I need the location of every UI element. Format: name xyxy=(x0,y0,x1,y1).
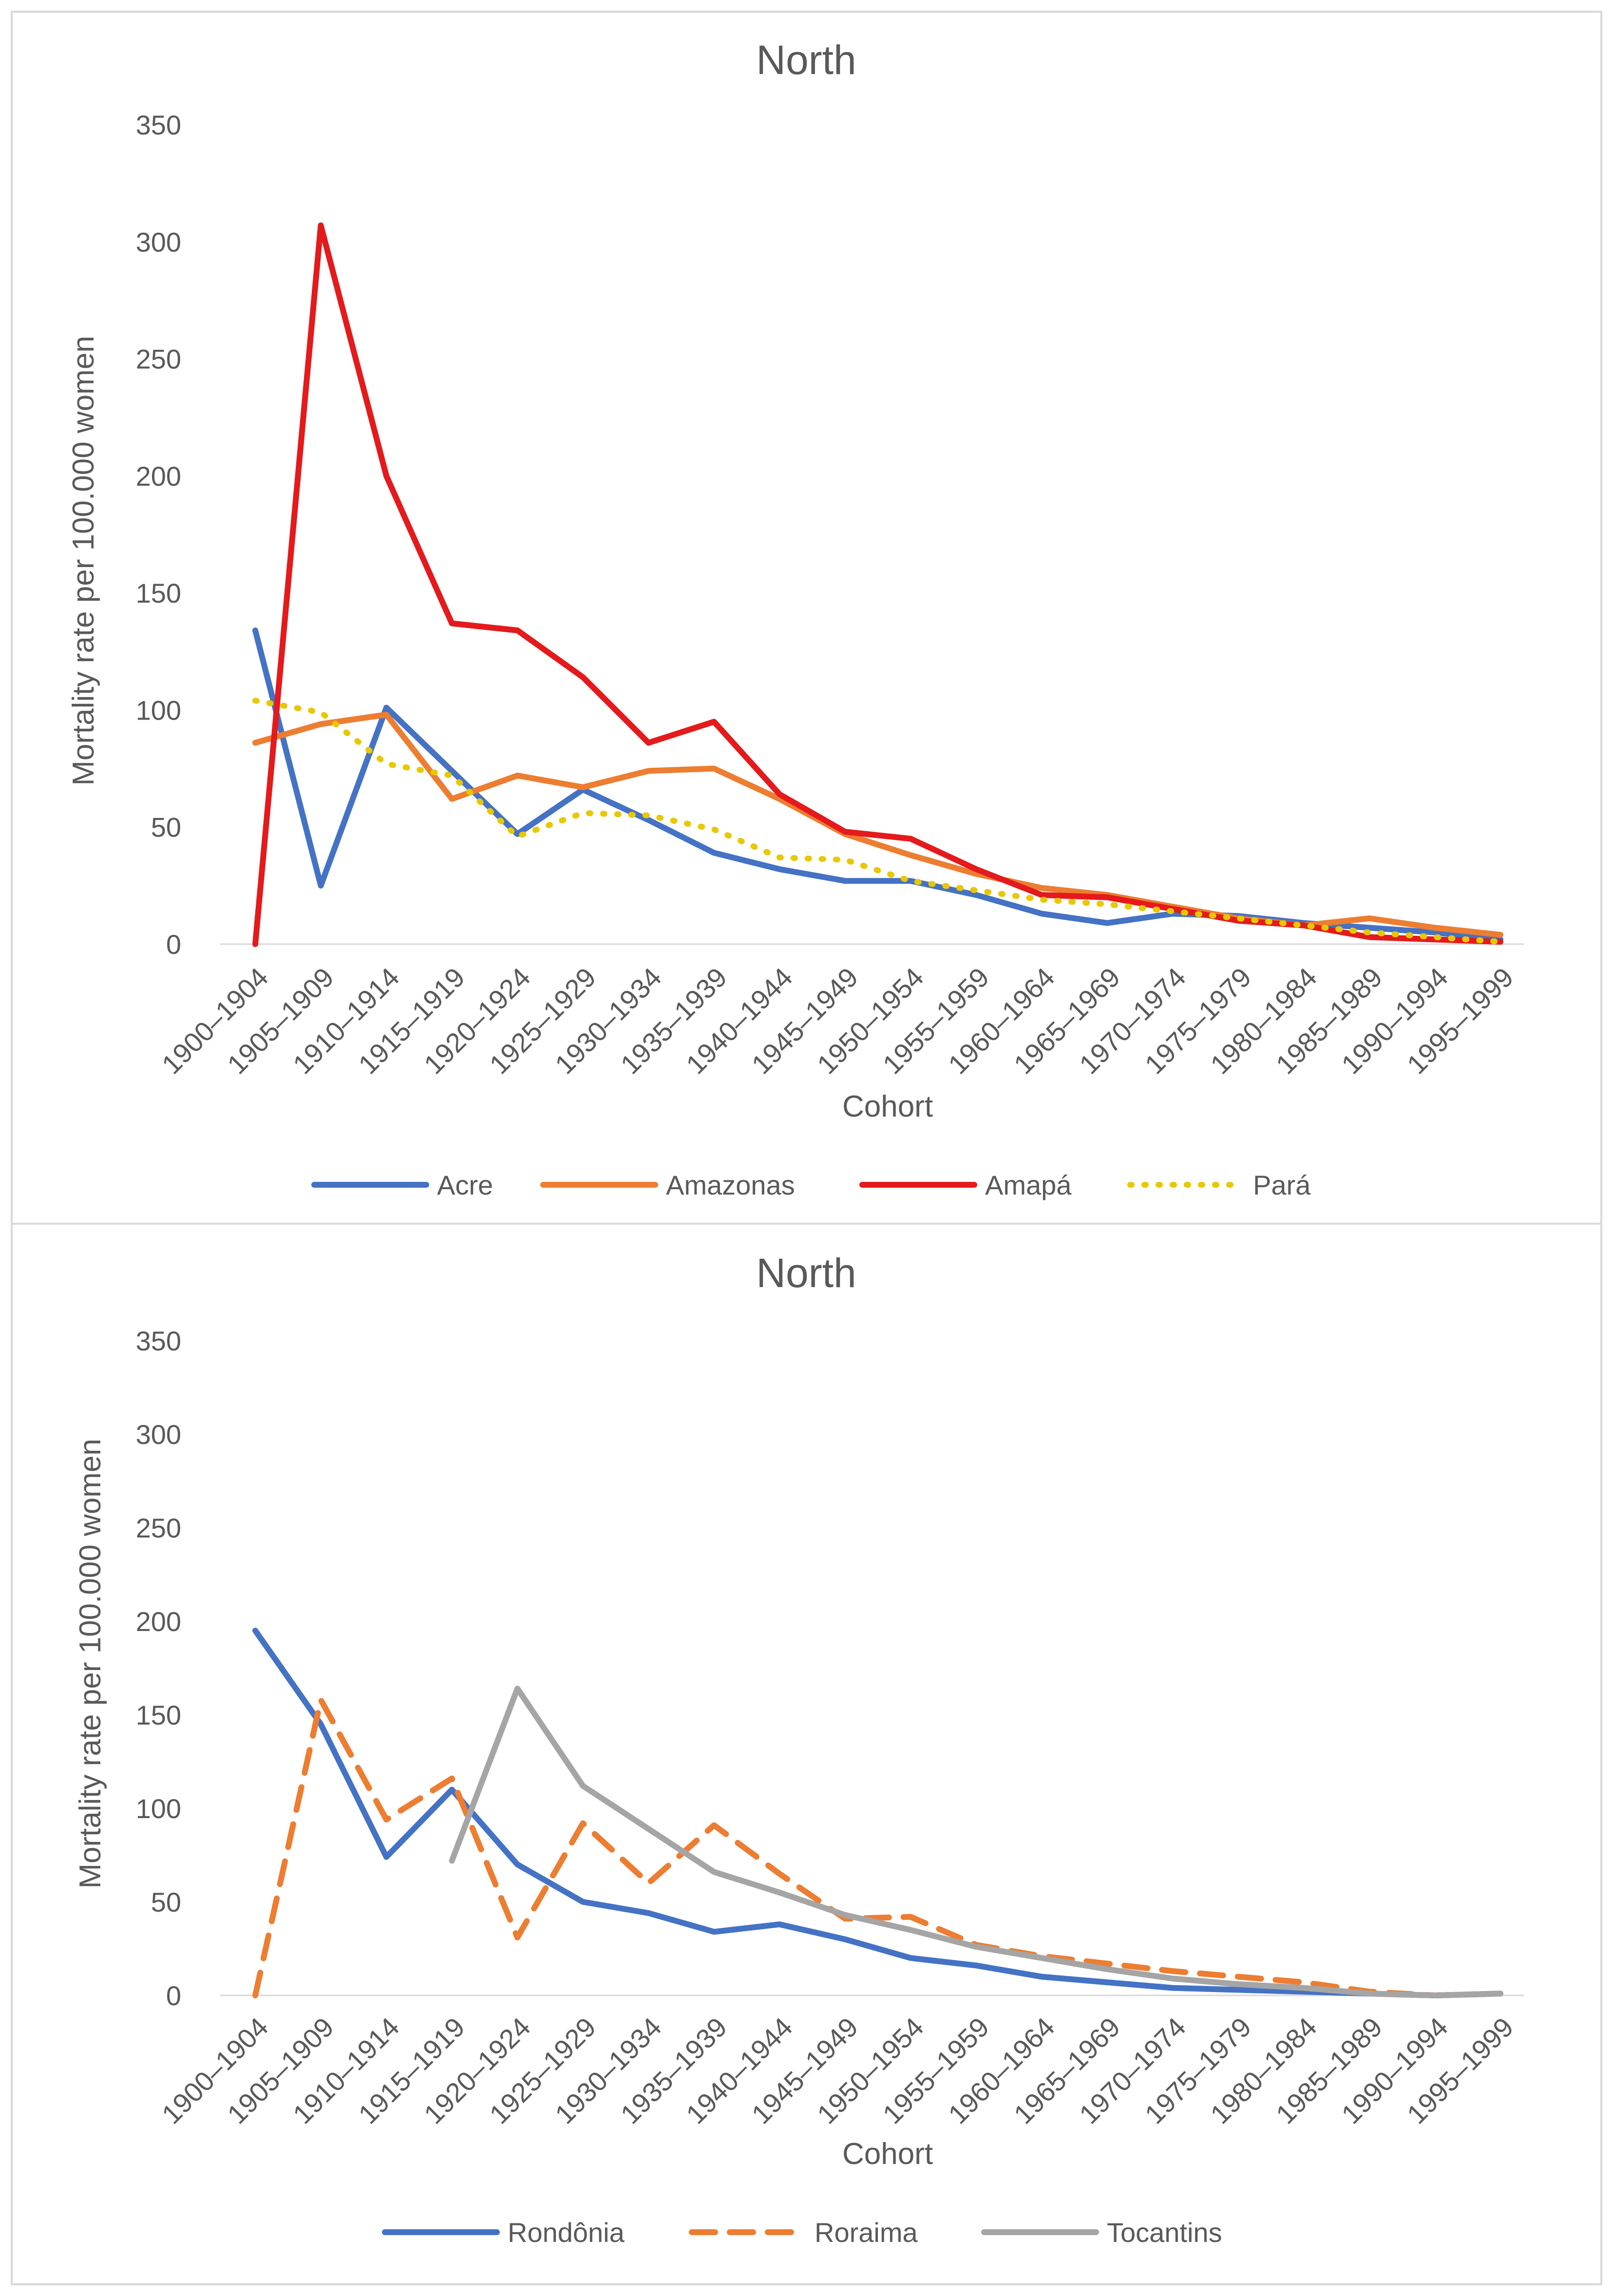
y-tick-label: 50 xyxy=(151,812,181,843)
chart-title: North xyxy=(756,1250,856,1296)
y-tick-label: 350 xyxy=(136,1326,181,1356)
legend-label: Amapá xyxy=(985,1170,1072,1200)
y-tick-label: 150 xyxy=(136,1700,181,1730)
y-tick-label: 100 xyxy=(136,695,181,725)
series-line-amap- xyxy=(252,222,1503,947)
legend: Acre Amazonas Amapá Pará xyxy=(311,1170,1311,1200)
legend-label: Pará xyxy=(1253,1170,1311,1200)
y-tick-label: 0 xyxy=(166,1980,181,2011)
y-tick-label: 200 xyxy=(136,1606,181,1637)
y-tick-label: 50 xyxy=(151,1887,181,1917)
chart-title: North xyxy=(756,37,856,83)
series-line-tocantins xyxy=(449,1686,1503,1998)
chart-top: North Mortality rate per 100.000 women C… xyxy=(11,11,1602,1225)
series-line-roraima xyxy=(252,1697,1503,1998)
legend-label: Amazonas xyxy=(666,1170,795,1200)
series-line-par- xyxy=(252,698,1503,945)
chart-frame xyxy=(11,1223,1602,2285)
y-tick-label: 100 xyxy=(136,1793,181,1824)
plot-area: 0501001502002503003501900–19041905–19091… xyxy=(136,110,1524,1080)
x-axis-label: Cohort xyxy=(842,1090,933,1123)
series-line-rond-nia xyxy=(252,1628,1503,1998)
y-tick-label: 250 xyxy=(136,1513,181,1543)
legend-label: Rondônia xyxy=(508,2217,625,2248)
legend-label: Acre xyxy=(437,1170,493,1200)
legend-label: Roraima xyxy=(815,2217,918,2248)
plot-area: 0501001502002503003501900–19041905–19091… xyxy=(136,1326,1524,2130)
y-tick-label: 300 xyxy=(136,227,181,257)
x-axis-label: Cohort xyxy=(842,2137,933,2171)
series-line-amazonas xyxy=(252,712,1503,938)
y-tick-label: 350 xyxy=(136,110,181,140)
y-axis-label: Mortality rate per 100.000 women xyxy=(74,1439,107,1889)
y-tick-label: 150 xyxy=(136,578,181,608)
legend: Rondônia Roraima Tocantins xyxy=(382,2217,1222,2248)
y-tick-label: 300 xyxy=(136,1419,181,1450)
y-axis-label: Mortality rate per 100.000 women xyxy=(67,336,100,786)
legend-label: Tocantins xyxy=(1107,2217,1222,2248)
y-tick-label: 250 xyxy=(136,344,181,375)
y-tick-label: 0 xyxy=(166,929,181,960)
chart-bottom: North Mortality rate per 100.000 women C… xyxy=(11,1223,1602,2285)
y-tick-label: 200 xyxy=(136,461,181,492)
